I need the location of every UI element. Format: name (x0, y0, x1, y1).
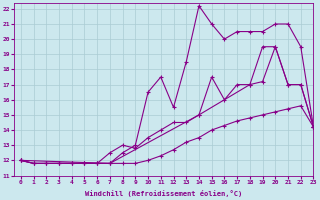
X-axis label: Windchill (Refroidissement éolien,°C): Windchill (Refroidissement éolien,°C) (85, 190, 243, 197)
